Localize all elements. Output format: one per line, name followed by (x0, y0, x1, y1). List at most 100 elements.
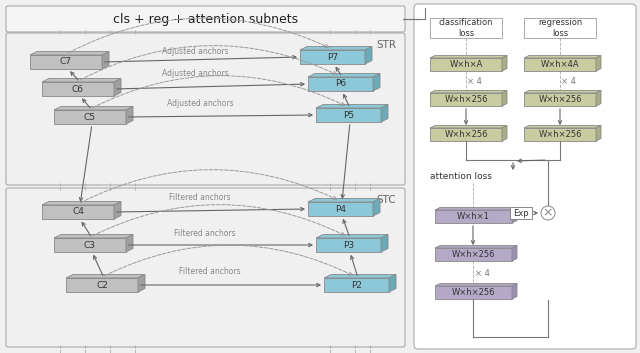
Text: C2: C2 (96, 281, 108, 289)
FancyBboxPatch shape (524, 18, 596, 38)
Polygon shape (430, 55, 507, 58)
Polygon shape (435, 245, 517, 248)
Text: W×h×256: W×h×256 (538, 130, 582, 139)
Polygon shape (435, 208, 517, 210)
Polygon shape (512, 208, 517, 223)
Text: STC: STC (376, 195, 396, 205)
Polygon shape (54, 110, 126, 124)
Text: W×h×256: W×h×256 (538, 95, 582, 104)
Text: C5: C5 (84, 113, 96, 121)
Polygon shape (114, 202, 121, 219)
Polygon shape (66, 278, 138, 292)
Polygon shape (324, 278, 389, 292)
Polygon shape (42, 205, 114, 219)
Text: ×: × (543, 207, 553, 220)
Polygon shape (435, 210, 512, 223)
Polygon shape (430, 128, 502, 141)
Polygon shape (316, 108, 381, 122)
Polygon shape (316, 234, 388, 238)
Text: W×h×4A: W×h×4A (541, 60, 579, 69)
Polygon shape (435, 248, 512, 261)
Polygon shape (54, 238, 126, 252)
Polygon shape (596, 55, 601, 71)
Polygon shape (114, 78, 121, 96)
Text: P6: P6 (335, 79, 346, 89)
Text: classification
loss: classification loss (439, 18, 493, 38)
Polygon shape (381, 234, 388, 252)
Text: Filtered anchors: Filtered anchors (174, 228, 236, 238)
Polygon shape (308, 77, 373, 91)
Polygon shape (138, 275, 145, 292)
Text: STR: STR (376, 40, 396, 50)
Text: P7: P7 (327, 53, 338, 61)
Polygon shape (102, 52, 109, 69)
Polygon shape (308, 73, 380, 77)
Polygon shape (42, 78, 121, 82)
Text: C4: C4 (72, 208, 84, 216)
Polygon shape (389, 275, 396, 292)
Text: C3: C3 (84, 240, 96, 250)
Polygon shape (30, 55, 102, 69)
Text: P5: P5 (343, 110, 354, 120)
Text: W×h×A: W×h×A (449, 60, 483, 69)
Polygon shape (42, 202, 121, 205)
Text: × 4: × 4 (467, 78, 481, 86)
Text: W×h×256: W×h×256 (444, 130, 488, 139)
Text: W×h×256: W×h×256 (452, 288, 495, 297)
Polygon shape (512, 283, 517, 299)
Polygon shape (381, 104, 388, 122)
Text: W×h×256: W×h×256 (444, 95, 488, 104)
Polygon shape (308, 202, 373, 216)
Text: cls + reg + attention subnets: cls + reg + attention subnets (113, 12, 298, 25)
Text: attention loss: attention loss (430, 172, 492, 181)
Text: Adjusted anchors: Adjusted anchors (162, 47, 228, 55)
Text: C6: C6 (72, 84, 84, 94)
Polygon shape (430, 126, 507, 128)
Polygon shape (42, 82, 114, 96)
Polygon shape (430, 90, 507, 93)
Circle shape (541, 206, 555, 220)
Polygon shape (512, 245, 517, 261)
Polygon shape (524, 126, 601, 128)
Polygon shape (316, 104, 388, 108)
Text: P3: P3 (343, 240, 354, 250)
Text: × 4: × 4 (561, 78, 575, 86)
Polygon shape (524, 58, 596, 71)
Polygon shape (373, 198, 380, 216)
Text: W×h×256: W×h×256 (452, 250, 495, 259)
Polygon shape (435, 283, 517, 286)
Polygon shape (54, 234, 133, 238)
Polygon shape (300, 47, 372, 50)
Polygon shape (66, 275, 145, 278)
Polygon shape (430, 58, 502, 71)
Polygon shape (596, 90, 601, 106)
Polygon shape (430, 93, 502, 106)
Polygon shape (54, 107, 133, 110)
Text: P2: P2 (351, 281, 362, 289)
Polygon shape (524, 90, 601, 93)
Polygon shape (502, 126, 507, 141)
Polygon shape (365, 47, 372, 64)
Polygon shape (502, 90, 507, 106)
Text: × 4: × 4 (475, 269, 490, 278)
Polygon shape (435, 286, 512, 299)
Polygon shape (596, 126, 601, 141)
Polygon shape (524, 93, 596, 106)
Polygon shape (316, 238, 381, 252)
Text: Adjusted anchors: Adjusted anchors (166, 100, 234, 108)
Polygon shape (324, 275, 396, 278)
Polygon shape (126, 234, 133, 252)
Text: Exp: Exp (513, 209, 529, 217)
Text: C7: C7 (60, 58, 72, 66)
Polygon shape (30, 52, 109, 55)
Text: regression
loss: regression loss (538, 18, 582, 38)
Polygon shape (524, 128, 596, 141)
FancyBboxPatch shape (430, 18, 502, 38)
FancyBboxPatch shape (414, 4, 636, 349)
Polygon shape (524, 55, 601, 58)
Text: W×h×1: W×h×1 (457, 212, 490, 221)
Polygon shape (308, 198, 380, 202)
Text: Adjusted anchors: Adjusted anchors (162, 70, 228, 78)
Polygon shape (373, 73, 380, 91)
Polygon shape (502, 55, 507, 71)
